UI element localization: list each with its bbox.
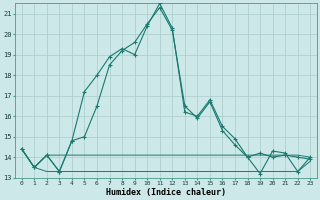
X-axis label: Humidex (Indice chaleur): Humidex (Indice chaleur) [106,188,226,197]
